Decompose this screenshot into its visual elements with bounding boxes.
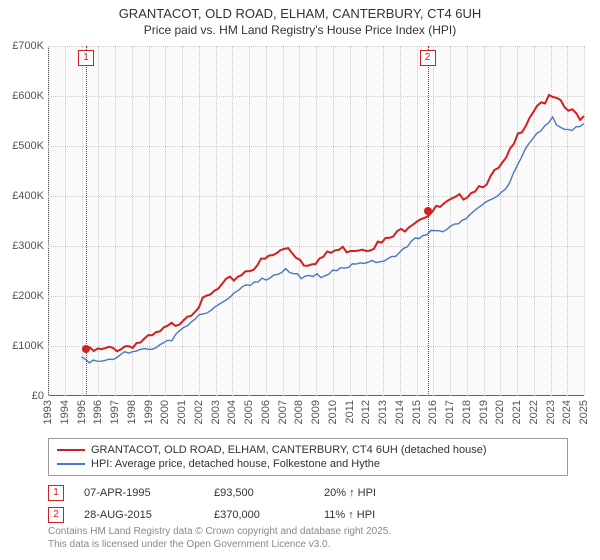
transaction-date: 28-AUG-2015	[64, 509, 214, 521]
x-axis-label: 1996	[92, 400, 104, 424]
x-axis-label: 1999	[143, 400, 155, 424]
legend-item: GRANTACOT, OLD ROAD, ELHAM, CANTERBURY, …	[57, 443, 559, 457]
marker-line	[86, 46, 87, 396]
legend: GRANTACOT, OLD ROAD, ELHAM, CANTERBURY, …	[48, 438, 568, 476]
marker-dot	[82, 345, 90, 353]
x-axis-label: 2006	[260, 400, 272, 424]
transaction-hpi: 20% ↑ HPI	[324, 487, 444, 499]
transaction-price: £370,000	[214, 509, 324, 521]
x-axis-label: 2019	[478, 400, 490, 424]
transaction-marker: 2	[48, 507, 64, 523]
x-axis-label: 2017	[444, 400, 456, 424]
y-axis-label: £600K	[12, 90, 44, 102]
transaction-row: 107-APR-1995£93,50020% ↑ HPI	[48, 482, 568, 504]
transaction-row: 228-AUG-2015£370,00011% ↑ HPI	[48, 504, 568, 526]
x-axis-label: 2005	[243, 400, 255, 424]
x-axis-label: 2010	[327, 400, 339, 424]
legend-swatch	[57, 463, 85, 465]
x-axis-label: 2004	[226, 400, 238, 424]
x-axis-label: 2025	[578, 400, 590, 424]
chart-area: 12 £0£100K£200K£300K£400K£500K£600K£700K…	[48, 46, 584, 396]
chart-lines	[48, 46, 584, 396]
x-axis-label: 1994	[59, 400, 71, 424]
x-axis-label: 1993	[42, 400, 54, 424]
y-axis-label: £100K	[12, 340, 44, 352]
footnote: Contains HM Land Registry data © Crown c…	[48, 526, 391, 551]
y-axis-label: £500K	[12, 140, 44, 152]
legend-label: HPI: Average price, detached house, Folk…	[91, 458, 380, 470]
marker-label: 1	[78, 50, 94, 66]
x-axis-label: 1995	[76, 400, 88, 424]
x-axis-label: 2013	[377, 400, 389, 424]
footnote-line: This data is licensed under the Open Gov…	[48, 539, 391, 552]
x-axis-label: 1997	[109, 400, 121, 424]
x-axis-label: 2016	[427, 400, 439, 424]
y-axis-label: £700K	[12, 40, 44, 52]
y-axis-label: £300K	[12, 240, 44, 252]
footnote-line: Contains HM Land Registry data © Crown c…	[48, 526, 391, 539]
transaction-marker: 1	[48, 485, 64, 501]
chart-title: GRANTACOT, OLD ROAD, ELHAM, CANTERBURY, …	[0, 6, 600, 21]
marker-dot	[424, 207, 432, 215]
x-axis-label: 2014	[394, 400, 406, 424]
legend-label: GRANTACOT, OLD ROAD, ELHAM, CANTERBURY, …	[91, 444, 487, 456]
y-axis-label: £200K	[12, 290, 44, 302]
x-axis-label: 2000	[159, 400, 171, 424]
x-axis-label: 2009	[310, 400, 322, 424]
marker-line	[428, 46, 429, 396]
x-axis-label: 2002	[193, 400, 205, 424]
x-axis-label: 1998	[126, 400, 138, 424]
x-axis-label: 2018	[461, 400, 473, 424]
x-axis-label: 2012	[360, 400, 372, 424]
x-axis-label: 2023	[545, 400, 557, 424]
series-line	[86, 95, 584, 352]
transaction-table: 107-APR-1995£93,50020% ↑ HPI228-AUG-2015…	[48, 482, 568, 526]
x-axis-label: 2008	[293, 400, 305, 424]
x-axis-label: 2020	[494, 400, 506, 424]
legend-swatch	[57, 449, 85, 451]
chart-subtitle: Price paid vs. HM Land Registry's House …	[0, 23, 600, 37]
y-axis-label: £400K	[12, 190, 44, 202]
gridline-vertical	[584, 46, 585, 396]
x-axis-label: 2007	[277, 400, 289, 424]
x-axis-label: 2024	[561, 400, 573, 424]
marker-label: 2	[420, 50, 436, 66]
x-axis-label: 2011	[344, 400, 356, 424]
transaction-hpi: 11% ↑ HPI	[324, 509, 444, 521]
transaction-price: £93,500	[214, 487, 324, 499]
x-axis-label: 2021	[511, 400, 523, 424]
x-axis-label: 2001	[176, 400, 188, 424]
x-axis-label: 2003	[210, 400, 222, 424]
transaction-date: 07-APR-1995	[64, 487, 214, 499]
legend-item: HPI: Average price, detached house, Folk…	[57, 457, 559, 471]
x-axis-label: 2015	[411, 400, 423, 424]
x-axis-label: 2022	[528, 400, 540, 424]
